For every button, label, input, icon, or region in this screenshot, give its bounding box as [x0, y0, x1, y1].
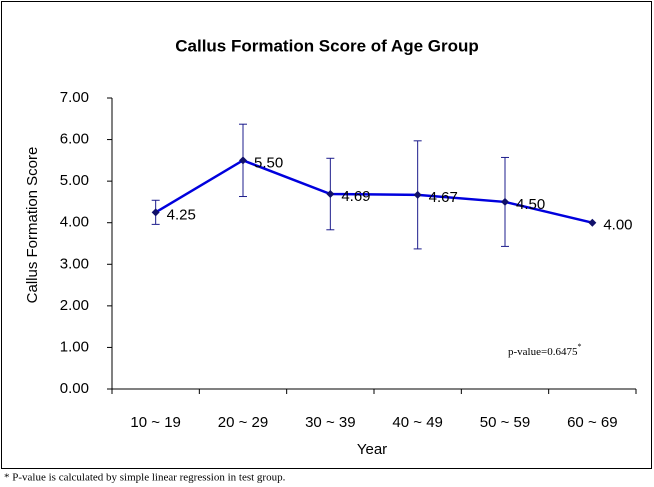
y-axis-label: Callus Formation Score	[24, 147, 41, 304]
x-tick-label: 40 ~ 49	[392, 414, 442, 431]
annotation-text: p-value=0.6475	[508, 346, 578, 358]
x-axis-label: Year	[357, 441, 387, 458]
y-tick-label: 1.00	[60, 338, 89, 355]
data-label: 4.50	[516, 196, 545, 213]
data-label: 4.25	[167, 206, 196, 223]
chart-frame	[1, 1, 652, 469]
y-tick-label: 4.00	[60, 214, 89, 231]
x-tick-label: 60 ~ 69	[567, 414, 617, 431]
annotation-superscript: *	[577, 342, 581, 351]
y-tick-label: 3.00	[60, 255, 89, 272]
data-label: 4.69	[341, 188, 370, 205]
data-label: 4.00	[603, 217, 632, 234]
marker	[501, 197, 509, 206]
y-tick-label: 5.00	[60, 172, 89, 189]
data-line	[155, 158, 593, 224]
x-tick-label: 10 ~ 19	[130, 414, 180, 431]
marker	[413, 190, 422, 199]
chart-title: Callus Formation Score of Age Group	[175, 36, 479, 55]
x-tick-label: 20 ~ 29	[218, 414, 268, 431]
marker	[239, 156, 247, 165]
y-tick-label: 6.00	[60, 131, 89, 148]
annotation: p-value=0.6475*	[508, 342, 581, 358]
marker	[326, 190, 335, 199]
marker	[151, 208, 160, 217]
data-label: 4.67	[429, 189, 458, 206]
footnote: * P-value is calculated by simple linear…	[4, 472, 286, 484]
y-tick-label: 7.00	[60, 89, 89, 106]
x-tick-label: 30 ~ 39	[305, 414, 355, 431]
data-label: 5.50	[254, 154, 283, 171]
x-tick-label: 50 ~ 59	[480, 414, 530, 431]
y-tick-label: 2.00	[60, 297, 89, 314]
y-tick-label: 0.00	[60, 380, 89, 397]
marker	[588, 218, 597, 227]
